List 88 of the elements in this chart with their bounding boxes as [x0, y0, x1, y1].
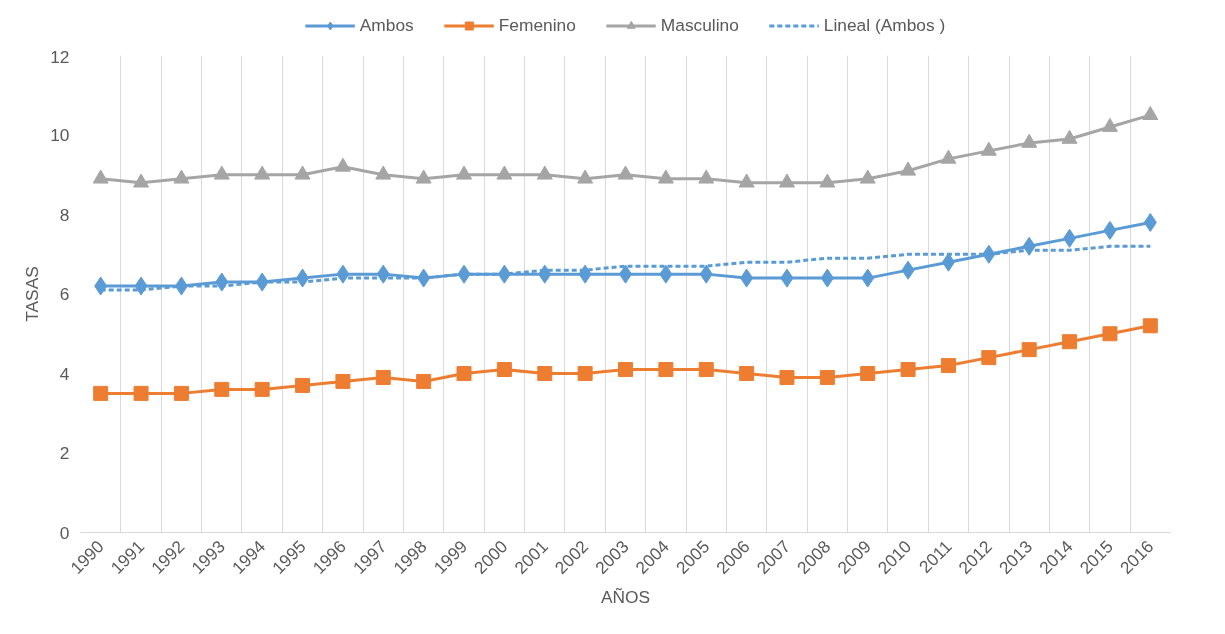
point — [739, 366, 755, 381]
point — [415, 169, 432, 184]
point — [536, 165, 553, 180]
legend-label: Ambos — [359, 14, 414, 36]
point — [1103, 220, 1117, 240]
point — [213, 165, 230, 180]
legend-label: Masculino — [660, 14, 739, 36]
point — [456, 366, 472, 381]
point — [617, 165, 634, 180]
point — [657, 169, 674, 184]
point — [981, 350, 997, 366]
point — [334, 157, 351, 172]
point — [133, 385, 149, 401]
point — [496, 165, 513, 180]
point — [93, 385, 109, 401]
point — [859, 169, 876, 184]
point — [577, 366, 593, 381]
point — [294, 165, 311, 180]
point — [1142, 318, 1158, 334]
point — [375, 369, 391, 385]
point — [296, 268, 310, 288]
point — [779, 369, 795, 385]
legend-label: Femenino — [498, 14, 576, 36]
point — [336, 264, 350, 284]
point — [255, 272, 269, 292]
point — [537, 366, 553, 381]
point — [901, 260, 915, 280]
point — [861, 268, 875, 288]
legend-label: Lineal (Ambos ) — [823, 14, 946, 36]
point — [1143, 212, 1157, 232]
point — [375, 165, 392, 180]
y-tick-label: 12 — [50, 46, 70, 67]
point — [94, 276, 108, 296]
point — [254, 381, 270, 397]
point — [1061, 129, 1078, 144]
point — [658, 362, 674, 378]
point — [940, 358, 956, 374]
point — [1063, 228, 1077, 248]
point — [1022, 236, 1036, 256]
y-tick-label: 8 — [59, 204, 70, 225]
point — [940, 149, 957, 164]
point — [659, 264, 673, 284]
point — [900, 161, 917, 176]
point — [376, 264, 390, 284]
point — [698, 169, 715, 184]
y-tick-label: 6 — [59, 284, 70, 304]
point — [819, 173, 836, 188]
point — [740, 268, 754, 288]
point — [820, 268, 834, 288]
y-tick-label: 0 — [59, 522, 70, 543]
point — [496, 362, 512, 378]
y-tick-label: 4 — [59, 363, 70, 384]
y-tick-label: 2 — [59, 443, 70, 463]
point — [578, 264, 592, 284]
point — [1062, 334, 1078, 350]
point — [698, 362, 714, 378]
point — [1102, 326, 1118, 342]
point — [780, 268, 794, 288]
point — [416, 373, 432, 389]
point — [699, 264, 713, 284]
point — [538, 264, 552, 284]
point — [778, 173, 795, 188]
point — [980, 141, 997, 156]
x-axis-title: AÑOS — [600, 587, 651, 608]
point — [173, 385, 189, 401]
point — [133, 173, 150, 188]
point — [456, 165, 473, 180]
point — [1142, 105, 1159, 120]
point — [900, 362, 916, 378]
point — [819, 369, 835, 385]
point — [1021, 342, 1037, 358]
point — [1101, 117, 1118, 132]
point — [738, 173, 755, 188]
y-axis-title: TASAS — [22, 266, 43, 322]
point — [577, 169, 594, 184]
point — [335, 373, 351, 389]
point — [134, 276, 148, 296]
point — [254, 165, 271, 180]
point — [860, 366, 876, 381]
point — [214, 381, 230, 397]
point — [215, 272, 229, 292]
y-tick-label: 10 — [50, 125, 70, 145]
point — [941, 252, 955, 272]
point — [1021, 133, 1038, 148]
point — [173, 169, 190, 184]
point — [295, 377, 311, 393]
point — [92, 169, 109, 184]
point — [618, 362, 633, 378]
